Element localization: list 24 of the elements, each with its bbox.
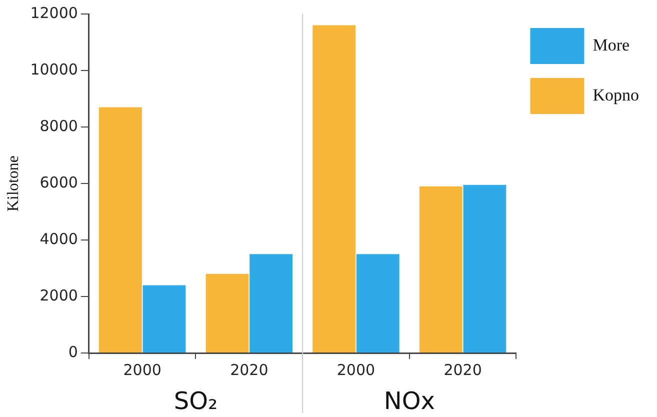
y-tick-label: 4000 xyxy=(40,230,78,248)
bar xyxy=(206,274,249,352)
legend-label: Kopno xyxy=(592,85,640,104)
legend-label: More xyxy=(592,35,630,54)
x-tick-label: 2000 xyxy=(336,360,376,379)
y-axis-title: Kilotone xyxy=(4,156,22,212)
bar xyxy=(419,186,462,352)
x-tick-label: 2020 xyxy=(444,360,482,379)
bar xyxy=(356,254,400,352)
y-tick-label: 2000 xyxy=(40,286,78,304)
text: NOx xyxy=(384,387,435,416)
x-tick-label: 2020 xyxy=(230,360,268,379)
bar xyxy=(463,184,506,352)
bar xyxy=(312,25,356,352)
y-tick-label: 6000 xyxy=(40,173,78,192)
y-tick-label: 0 xyxy=(68,342,78,361)
bar xyxy=(98,107,142,352)
bar xyxy=(142,285,186,352)
y-tick-label: 8000 xyxy=(40,116,78,135)
y-tick-label: 12000 xyxy=(30,4,78,22)
text: SO₂ xyxy=(174,387,218,416)
x-tick-label: 2000 xyxy=(123,360,162,379)
y-tick-label: 10000 xyxy=(30,60,78,78)
bar xyxy=(250,254,293,352)
